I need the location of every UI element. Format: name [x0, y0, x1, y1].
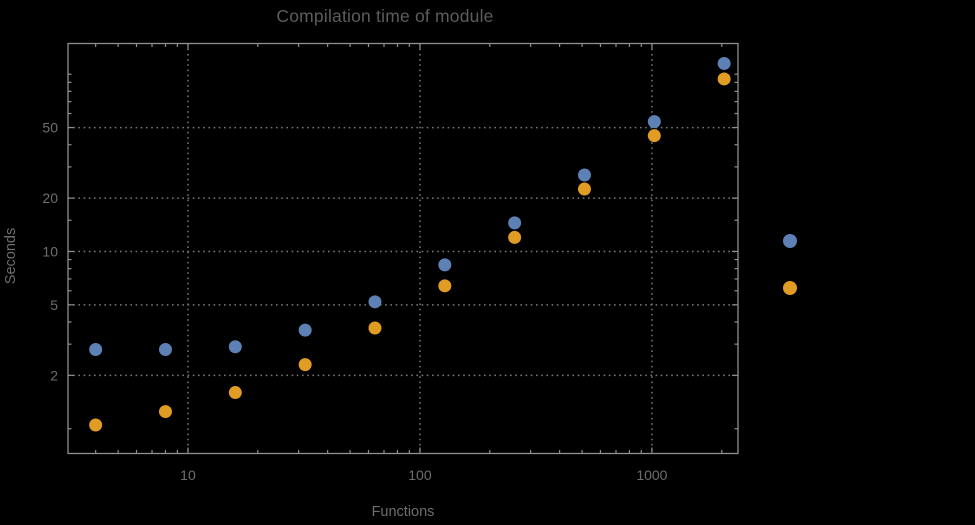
- y-tick-label: 50: [42, 120, 58, 136]
- data-point-series-blue: [368, 295, 382, 309]
- data-point-series-orange: [717, 72, 731, 86]
- data-point-series-orange: [228, 386, 242, 400]
- y-tick-label: 5: [50, 297, 58, 313]
- data-point-series-orange: [577, 182, 591, 196]
- chart-title: Compilation time of module: [276, 6, 494, 26]
- plot-frame: [67, 42, 739, 455]
- data-point-series-orange: [89, 418, 103, 432]
- data-point-series-orange: [438, 279, 452, 293]
- data-point-series-blue: [89, 342, 103, 356]
- data-point-series-blue: [438, 258, 452, 272]
- x-tick-label: 1000: [636, 467, 667, 483]
- x-tick-label: 100: [408, 467, 432, 483]
- data-point-series-orange: [647, 129, 661, 143]
- data-point-series-orange: [158, 405, 172, 419]
- data-point-series-blue: [647, 115, 661, 129]
- data-point-series-orange: [508, 230, 522, 244]
- data-point-series-orange: [368, 321, 382, 335]
- y-axis-label: Seconds: [3, 227, 19, 285]
- data-point-series-blue: [298, 323, 312, 337]
- data-point-series-blue: [228, 340, 242, 354]
- y-tick-label: 10: [42, 243, 58, 259]
- y-tick-label: 2: [50, 367, 58, 383]
- x-tick-label: 10: [180, 467, 196, 483]
- data-point-series-orange: [298, 358, 312, 372]
- data-point-series-blue: [717, 56, 731, 70]
- data-point-series-blue: [577, 168, 591, 182]
- x-axis-label: Functions: [371, 504, 435, 520]
- data-point-series-blue: [158, 342, 172, 356]
- y-tick-label: 20: [42, 190, 58, 206]
- data-point-series-blue: [508, 216, 522, 230]
- legend-marker-series-blue: [783, 234, 797, 248]
- legend-marker-series-orange: [783, 281, 797, 295]
